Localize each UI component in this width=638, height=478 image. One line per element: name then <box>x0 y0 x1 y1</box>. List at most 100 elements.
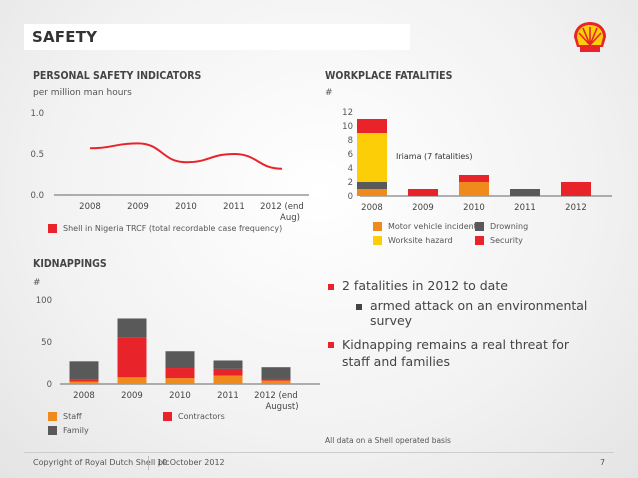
shell-pecten-icon <box>574 22 606 52</box>
legend-swatch <box>48 412 57 421</box>
bar-contractors <box>69 379 99 382</box>
bar-staff <box>261 380 291 384</box>
personal-safety-subheading: per million man hours <box>33 88 132 98</box>
legend-trcf: Shell in Nigeria TRCF (total recordable … <box>48 224 282 233</box>
fatalities-chart: 12 10 8 6 4 2 0 2008 2009 2010 2011 2012 Iriama (7 f… <box>342 108 612 213</box>
legend-staff: Staff <box>48 412 82 421</box>
x-tick-label-cont: August) <box>265 402 298 412</box>
y-tick-label: 50 <box>41 338 52 348</box>
legend-label: Family <box>63 426 89 435</box>
bar-contractors <box>261 378 291 381</box>
legend-label: Security <box>490 236 523 245</box>
bar-staff <box>69 381 99 384</box>
bar-security <box>357 119 387 133</box>
legend-drowning: Drowning <box>475 222 528 231</box>
legend-label: Worksite hazard <box>388 236 453 245</box>
y-tick-label: 12 <box>342 108 353 118</box>
bar-family <box>261 367 291 379</box>
data-note: All data on a Shell operated basis <box>325 436 451 445</box>
x-tick-label: 2011 <box>223 202 245 212</box>
personal-safety-heading: PERSONAL SAFETY INDICATORS <box>33 70 202 82</box>
bar-family <box>165 351 195 369</box>
x-tick-label: 2010 <box>175 202 197 212</box>
bar-contractors <box>117 337 147 378</box>
x-tick-label: 2008 <box>361 203 383 213</box>
iriama-annotation: Iriama (7 fatalities) <box>396 152 473 161</box>
x-tick-label: 2010 <box>169 391 191 401</box>
x-tick-label: 2012 (end <box>260 202 304 212</box>
legend-swatch <box>48 426 57 435</box>
y-tick-label: 6 <box>348 150 353 160</box>
bullet-fatalities: 2 fatalities in 2012 to date <box>328 278 618 293</box>
bullet-fatalities-text: 2 fatalities in 2012 to date <box>342 278 508 293</box>
bar-staff <box>165 378 195 384</box>
footer-divider <box>24 452 614 453</box>
legend-swatch <box>373 236 382 245</box>
y-tick-label: 8 <box>348 136 353 146</box>
y-tick-label: 0.0 <box>30 191 44 201</box>
subbullet-armed-attack: armed attack on an environmental survey <box>356 298 616 328</box>
page-title: SAFETY <box>32 28 98 46</box>
bar-security <box>459 175 489 182</box>
x-tick-label: 2011 <box>217 391 239 401</box>
x-tick-label: 2009 <box>121 391 143 401</box>
x-tick-label: 2010 <box>463 203 485 213</box>
kidnappings-subheading: # <box>33 278 41 288</box>
bullet-kidnapping: Kidnapping remains a real threat for sta… <box>328 336 598 370</box>
kidnappings-heading: KIDNAPPINGS <box>33 258 107 270</box>
bar-security <box>408 189 438 196</box>
bar-security <box>561 182 591 196</box>
subbullet-armed-attack-text: armed attack on an environmental survey <box>370 298 588 328</box>
bar-contractors <box>213 368 243 376</box>
footer-separator <box>148 456 149 470</box>
legend-label: Motor vehicle incident <box>388 222 477 231</box>
bullet-marker <box>328 284 334 290</box>
subbullet-marker <box>356 304 362 310</box>
bullet-kidnapping-text: Kidnapping remains a real threat for sta… <box>342 337 570 369</box>
footer-copyright: Copyright of Royal Dutch Shell plc <box>33 458 170 467</box>
x-tick-label: 2012 (end <box>254 391 298 401</box>
bar-drowning <box>510 189 540 196</box>
bullet-marker <box>328 342 334 348</box>
y-tick-label: 4 <box>348 164 353 174</box>
legend-family: Family <box>48 426 89 435</box>
title-bar: SAFETY <box>24 24 410 50</box>
bar-family <box>213 360 243 369</box>
y-tick-label: 1.0 <box>30 109 44 119</box>
y-tick-label: 0 <box>348 192 353 202</box>
legend-swatch <box>163 412 172 421</box>
x-tick-label: 2012 <box>565 203 587 213</box>
legend-motor-vehicle-incident: Motor vehicle incident <box>373 222 477 231</box>
legend-label: Drowning <box>490 222 529 231</box>
legend-swatch <box>373 222 382 231</box>
bar-drowning <box>357 182 387 189</box>
y-tick-label: 0 <box>47 380 52 390</box>
legend-swatch <box>475 222 484 231</box>
legend-swatch <box>475 236 484 245</box>
bar-staff <box>117 377 147 384</box>
bar-family <box>117 318 147 338</box>
y-tick-label: 0.5 <box>30 150 44 160</box>
fatalities-subheading: # <box>325 88 333 98</box>
legend-worksite-hazard: Worksite hazard <box>373 236 453 245</box>
x-tick-label: 2011 <box>514 203 536 213</box>
trcf-series-line <box>89 142 283 170</box>
y-tick-label: 10 <box>342 122 353 132</box>
legend-contractors: Contractors <box>163 412 225 421</box>
legend-security: Security <box>475 236 523 245</box>
legend-label: Staff <box>63 412 82 421</box>
x-tick-label: 2009 <box>412 203 434 213</box>
legend-label: Contractors <box>178 412 225 421</box>
bar-family <box>69 361 99 380</box>
bar-contractors <box>165 368 195 379</box>
fatalities-heading: WORKPLACE FATALITIES <box>325 70 453 82</box>
x-tick-label: 2008 <box>79 202 101 212</box>
footer-date: 10 October 2012 <box>157 458 225 467</box>
bar-motor-vehicle-incident <box>357 189 387 196</box>
x-tick-label: 2009 <box>127 202 149 212</box>
bar-motor-vehicle-incident <box>459 182 489 196</box>
y-tick-label: 2 <box>348 178 353 188</box>
legend-swatch-trcf <box>48 224 57 233</box>
